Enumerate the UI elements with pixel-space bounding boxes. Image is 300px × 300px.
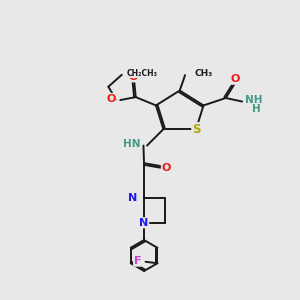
Text: O: O [231,74,240,84]
Text: O: O [107,94,116,103]
Text: HN: HN [123,139,140,149]
Text: S: S [192,123,200,136]
Text: CH₂CH₃: CH₂CH₃ [127,68,158,77]
Text: CH₃: CH₃ [195,69,213,78]
Text: H: H [252,104,261,114]
Text: O: O [161,163,171,173]
Text: NH: NH [245,95,262,105]
Text: O: O [129,72,138,82]
Text: F: F [134,256,141,266]
Text: N: N [140,218,149,228]
Text: N: N [128,193,137,202]
